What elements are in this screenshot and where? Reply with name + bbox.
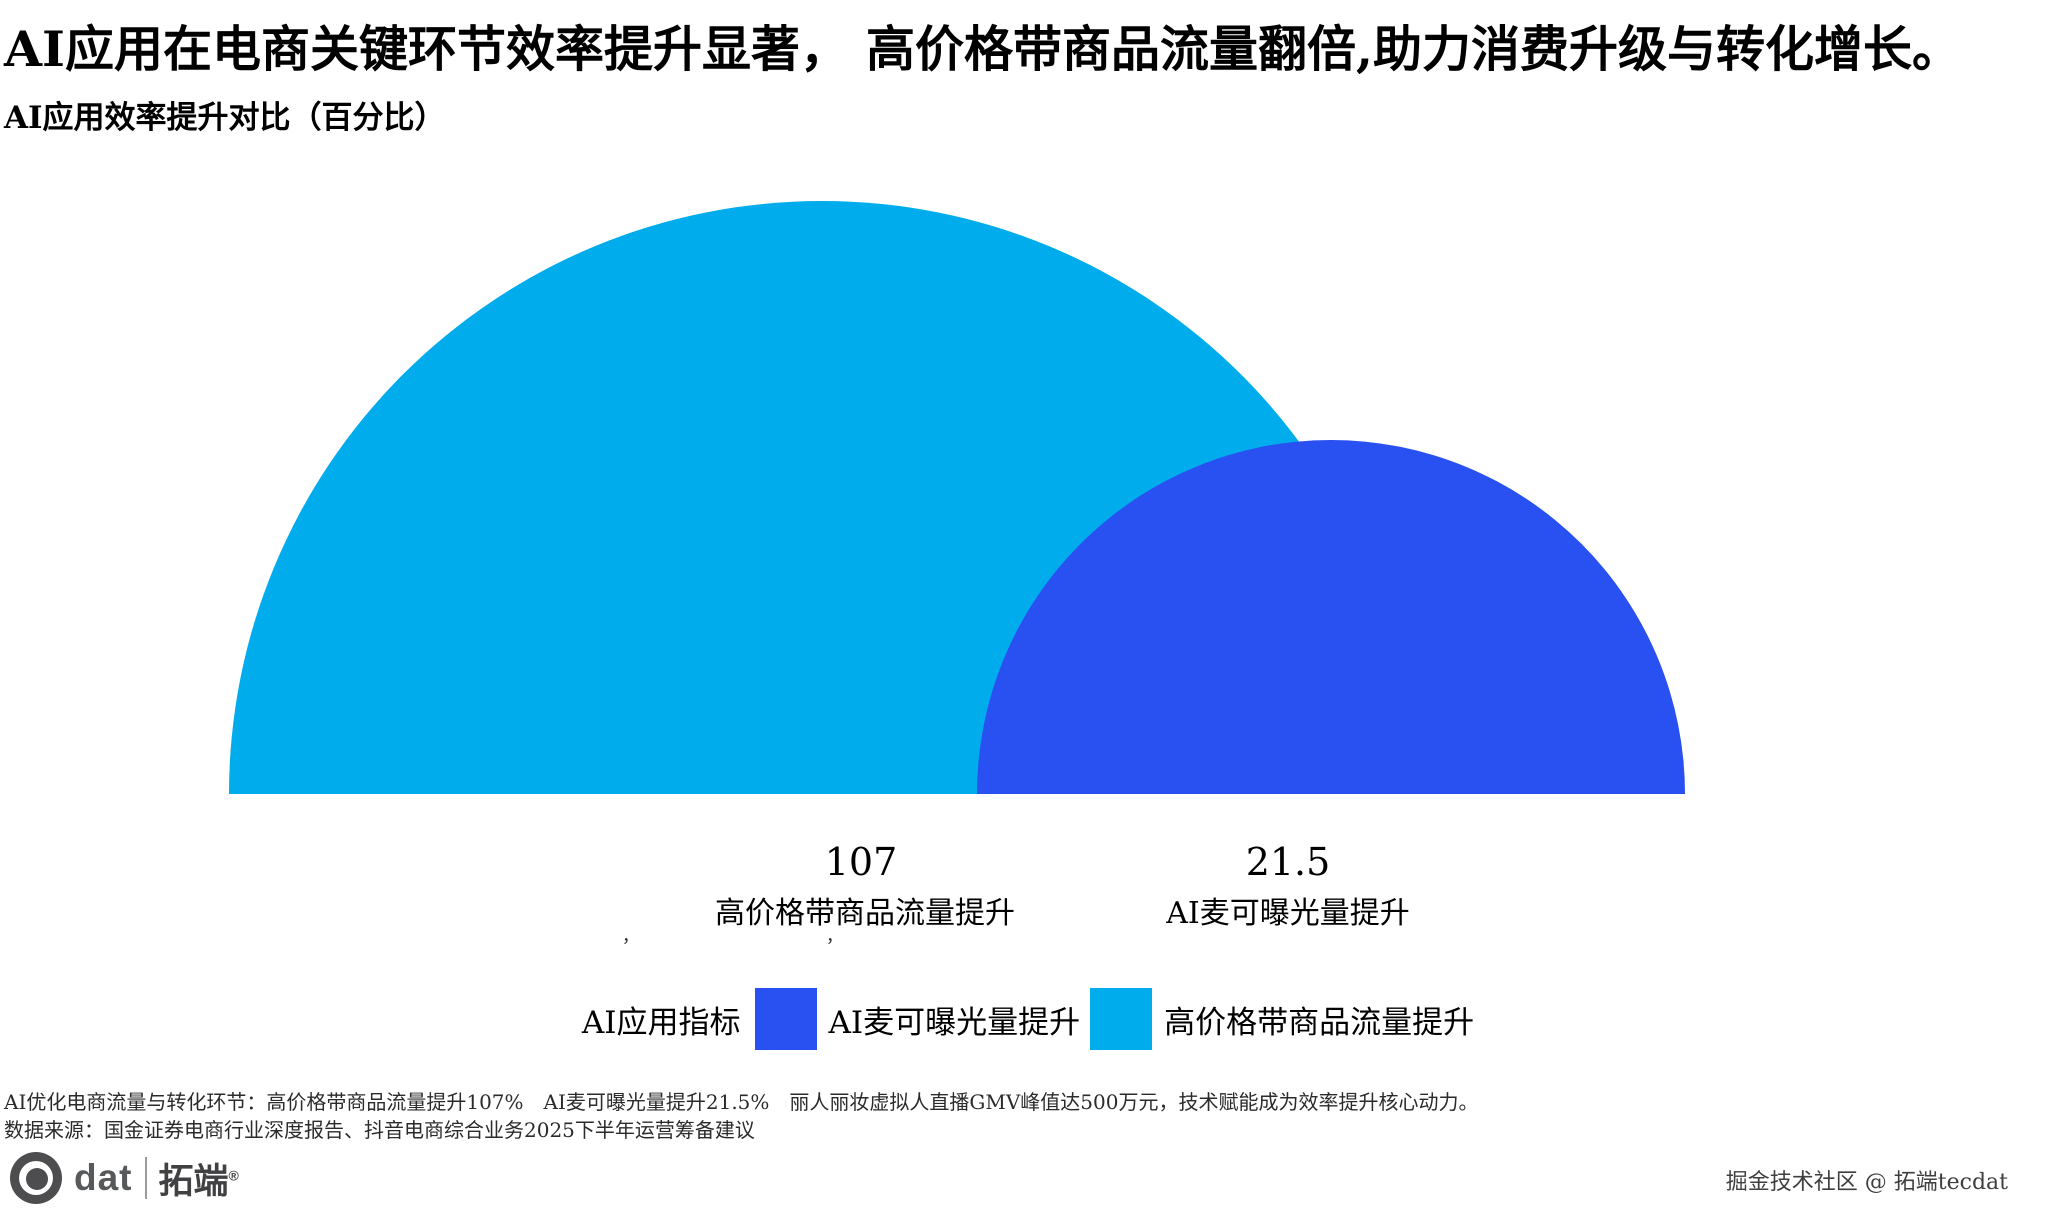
- brand-footer: dat 拓端®: [10, 1148, 239, 1208]
- legend-item-high-price: 高价格带商品流量提升: [1090, 988, 1474, 1050]
- legend-title: AI应用指标: [581, 1004, 741, 1041]
- footnote-data-source: 数据来源：国金证券电商行业深度报告、抖音电商综合业务2025下半年运营筹备建议: [4, 1118, 755, 1142]
- tecdat-logo-icon: [10, 1152, 62, 1204]
- community-credit: 掘金技术社区 @ 拓端tecdat: [1725, 1170, 2008, 1195]
- baseline-tick-mark: ，: [622, 927, 639, 947]
- chart-legend: AI应用指标 AI麦可曝光量提升 高价格带商品流量提升: [0, 988, 2056, 1050]
- semicircle-chart: 107 21.5 高价格带商品流量提升 AI麦可曝光量提升 ， ，: [229, 201, 1685, 947]
- legend-label-ai-mic: AI麦可曝光量提升: [828, 1004, 1081, 1041]
- footnote-summary: AI优化电商流量与转化环节：高价格带商品流量提升107% AI麦可曝光量提升21…: [4, 1090, 1479, 1114]
- legend-swatch-ai-mic: [754, 988, 817, 1050]
- brand-name: 拓端®: [158, 1161, 239, 1201]
- chart-title: AI应用效率提升对比（百分比）: [4, 100, 446, 136]
- legend-label-high-price: 高价格带商品流量提升: [1164, 1004, 1475, 1041]
- tecdat-logo-text: dat: [74, 1157, 133, 1198]
- value-label-ai-mic: 21.5: [1245, 840, 1331, 884]
- page-title: AI应用在电商关键环节效率提升显著， 高价格带商品流量翻倍,助力消费升级与转化增…: [4, 20, 1962, 78]
- category-label-high-price: 高价格带商品流量提升: [715, 896, 1015, 931]
- legend-swatch-high-price: [1090, 988, 1153, 1050]
- value-label-high-price: 107: [824, 840, 898, 884]
- category-label-ai-mic: AI麦可曝光量提升: [1166, 896, 1410, 931]
- registered-mark: ®: [228, 1166, 239, 1183]
- legend-item-ai-mic: AI麦可曝光量提升: [754, 988, 1081, 1050]
- baseline-tick-mark: ，: [826, 927, 843, 947]
- logo-divider: [144, 1157, 147, 1199]
